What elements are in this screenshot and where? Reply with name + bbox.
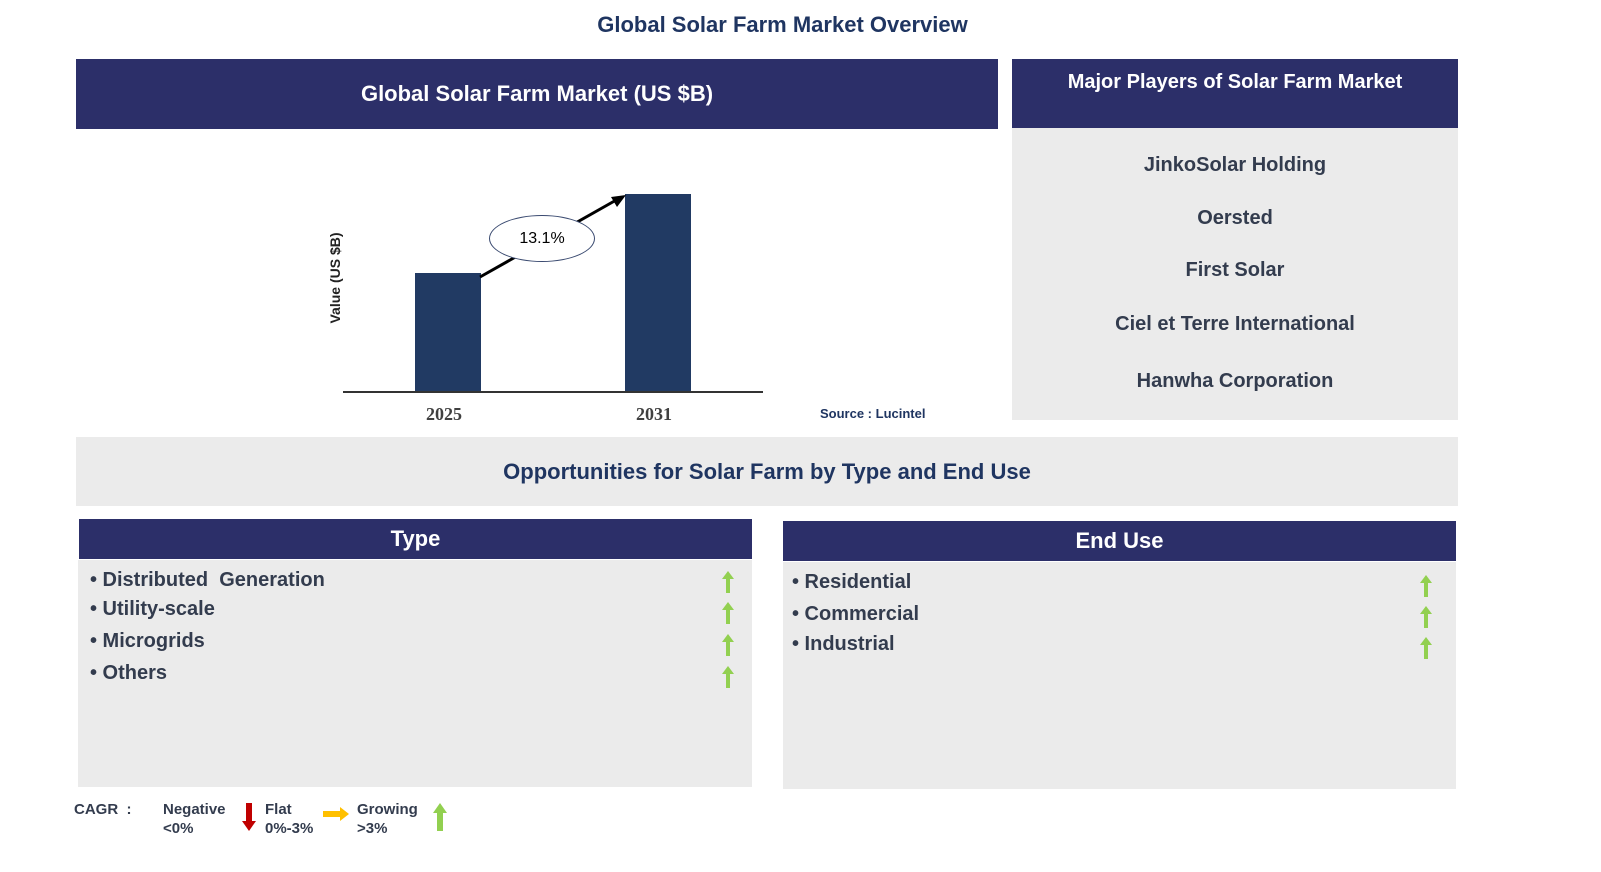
type-header: Type	[79, 519, 752, 559]
player-item: Hanwha Corporation	[1136, 370, 1334, 392]
type-item: • Microgrids	[90, 630, 205, 652]
bar-2025	[415, 273, 481, 392]
arrow-up-icon	[722, 571, 734, 593]
end-use-item: • Residential	[792, 571, 912, 593]
arrow-up-icon	[1420, 606, 1432, 628]
arrow-up-icon	[433, 803, 447, 831]
player-item: Ciel et Terre International	[1115, 313, 1355, 335]
arrow-up-icon	[722, 666, 734, 688]
end-use-item: • Commercial	[792, 603, 920, 625]
legend-flat-title: Flat	[265, 801, 292, 818]
legend-negative-range: <0%	[163, 820, 194, 837]
arrow-up-icon	[1420, 575, 1432, 597]
legend-growing-range: >3%	[357, 820, 388, 837]
end-use-item: • Industrial	[792, 633, 895, 655]
cagr-bubble: 13.1%	[489, 215, 595, 262]
legend-label: CAGR :	[74, 801, 132, 818]
players-header: Major Players of Solar Farm Market	[1012, 59, 1458, 128]
x-tick-2031: 2031	[636, 404, 672, 424]
type-item: • Distributed Generation	[90, 569, 325, 591]
legend-growing-title: Growing	[357, 801, 418, 818]
y-axis-label: Value (US $B)	[327, 232, 343, 324]
x-axis-line	[343, 391, 763, 393]
legend-flat-range: 0%-3%	[265, 820, 314, 837]
legend-negative-title: Negative	[163, 801, 226, 818]
source-note: Source : Lucintel	[820, 406, 926, 421]
arrow-right-icon	[323, 807, 349, 821]
chart-panel-header: Global Solar Farm Market (US $B)	[76, 59, 998, 129]
end-use-header: End Use	[783, 521, 1456, 561]
opportunities-banner: Opportunities for Solar Farm by Type and…	[76, 437, 1458, 506]
type-list: • Distributed Generation • Utility-scale…	[78, 560, 752, 787]
x-tick-2025: 2025	[426, 404, 462, 424]
arrow-up-icon	[722, 602, 734, 624]
type-item: • Utility-scale	[90, 598, 215, 620]
player-item: First Solar	[1185, 259, 1285, 281]
arrow-up-icon	[1420, 637, 1432, 659]
arrow-down-icon	[242, 803, 256, 831]
page-title: Global Solar Farm Market Overview	[597, 12, 968, 37]
players-list: JinkoSolar Holding Oersted First Solar C…	[1012, 128, 1458, 420]
end-use-list: • Residential • Commercial • Industrial	[783, 562, 1456, 789]
type-item: • Others	[90, 662, 168, 684]
player-item: JinkoSolar Holding	[1143, 154, 1327, 176]
arrow-up-icon	[722, 634, 734, 656]
player-item: Oersted	[1197, 207, 1273, 229]
bar-2031	[625, 194, 691, 392]
